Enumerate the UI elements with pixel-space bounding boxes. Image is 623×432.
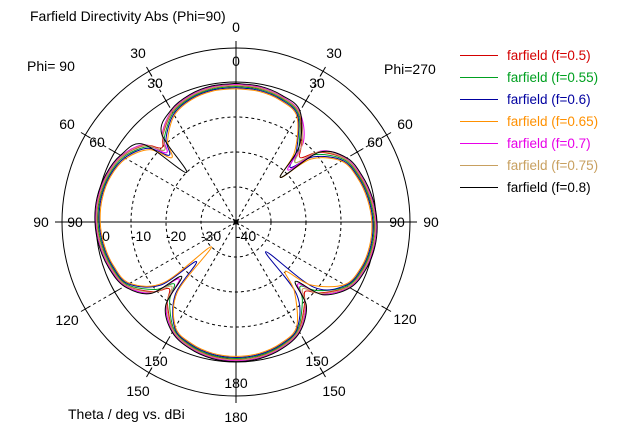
theta-label-outer: 60 [397,116,413,132]
legend-item: farfield (f=0.5) [460,47,598,63]
ring-tick [163,338,169,348]
radial-scale-labels: 0 -10 -20 -30 -40 [102,228,256,244]
legend-label: farfield (f=0.65) [507,113,599,129]
legend-label: farfield (f=0.75) [507,157,599,173]
theta-label-inner: 0 [232,53,240,69]
legend-label: farfield (f=0.6) [507,91,591,107]
legend-item: farfield (f=0.8) [460,179,598,195]
legend-label: farfield (f=0.55) [507,69,599,85]
theta-label-outer: 150 [322,383,346,399]
theta-label-outer: 30 [326,45,342,61]
theta-label-inner: 30 [147,75,163,91]
farfield-curve-6 [96,84,376,361]
legend-line-swatch [460,76,498,78]
theta-label-outer: 90 [423,214,439,230]
theta-label-outer: 90 [33,214,49,230]
outer-tick [320,66,326,76]
legend-item: farfield (f=0.65) [460,113,599,129]
theta-label-outer: 150 [126,383,150,399]
theta-label-inner: 150 [305,353,329,369]
dbi-tick-label: -30 [201,228,221,244]
theta-label-outer: 30 [130,45,146,61]
ring-tick [163,96,169,106]
ring-tick [110,149,120,155]
legend-label: farfield (f=0.7) [507,135,591,151]
farfield-curve-3 [98,87,374,359]
legend-line-swatch [460,54,498,56]
dbi-tick-label: -40 [236,228,256,244]
legend-item: farfield (f=0.7) [460,135,598,151]
outer-tick [146,66,152,76]
theta-label-inner: 60 [89,134,105,150]
legend-line-swatch [460,98,498,100]
farfield-curve-7 [94,82,378,363]
pattern-curves [94,82,378,363]
ring-tick [303,96,309,106]
legend-item: farfield (f=0.6) [460,91,598,107]
outer-tick [320,368,326,378]
legend-line-swatch [460,142,498,144]
theta-label-outer: 120 [55,312,79,328]
outer-tick [382,132,392,138]
theta-label-inner: 90 [67,214,83,230]
theta-label-outer: 0 [232,19,240,35]
phi-90-label: Phi= 90 [27,58,75,74]
ring-tick [303,338,309,348]
theta-label-inner: 150 [144,353,168,369]
farfield-curve-5 [95,84,377,362]
angle-labels: 0 30 60 90 120 150 180 150 120 90 60 30 0 30 60 90 150 18… [33,19,439,425]
polar-grid [55,41,417,403]
theta-label-inner: 90 [389,214,405,230]
ring-tick [352,289,362,295]
outer-tick [80,306,90,312]
legend-label: farfield (f=0.8) [507,179,591,195]
legend-line-swatch [460,120,498,122]
legend: farfield (f=0.5) farfield (f=0.55) farfiel… [460,47,599,195]
theta-label-inner: 60 [367,134,383,150]
legend-line-swatch [460,186,498,188]
legend-item: farfield (f=0.75) [460,157,599,173]
legend-label: farfield (f=0.5) [507,47,591,63]
plot-title: Farfield Directivity Abs (Phi=90) [30,8,226,24]
theta-label-outer: 60 [59,116,75,132]
dbi-tick-label: -10 [131,228,151,244]
ring-tick [110,289,120,295]
theta-label-inner: 30 [309,75,325,91]
outer-tick [382,306,392,312]
center-marker [232,218,240,226]
ring-tick [352,149,362,155]
dbi-tick-label: -20 [166,228,186,244]
outer-tick [80,132,90,138]
theta-label-outer: 120 [393,311,417,327]
theta-label-outer: 180 [224,409,248,425]
farfield-curve-2 [97,86,375,360]
farfield-curve-4 [99,88,373,357]
theta-label-inner: 180 [224,375,248,391]
outer-tick [146,368,152,378]
dbi-tick-label: 0 [102,228,110,244]
legend-line-swatch [460,164,498,166]
legend-item: farfield (f=0.55) [460,69,599,85]
phi-270-label: Phi=270 [384,61,436,77]
axis-caption: Theta / deg vs. dBi [68,406,185,422]
